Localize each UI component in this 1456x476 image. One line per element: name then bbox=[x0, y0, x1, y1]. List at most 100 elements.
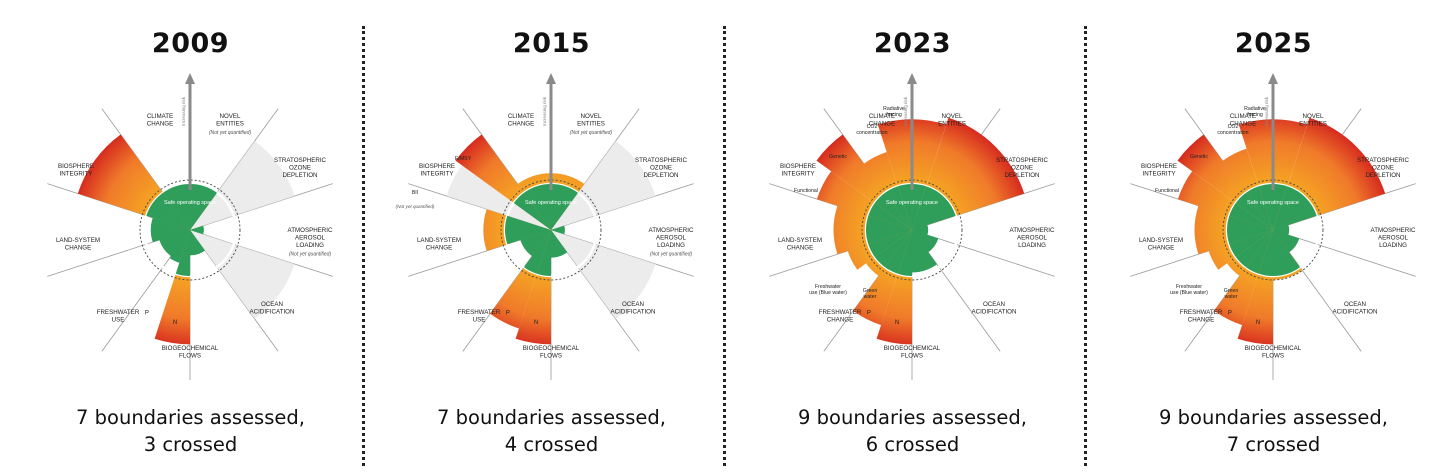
boundary-label: STRATOSPHERIC OZONE DEPLETION bbox=[1357, 157, 1410, 179]
boundary-diagram-2025: Safe operating space Increasing risk CLIMA… bbox=[1130, 73, 1416, 380]
safe-sector bbox=[868, 230, 912, 257]
blue-water-label: Freshwater use (Blue water) bbox=[809, 284, 847, 296]
panel-year: 2009 bbox=[151, 28, 230, 59]
safe-sector bbox=[897, 230, 912, 276]
boundary-label: BIOSPHERE INTEGRITY bbox=[1141, 163, 1177, 178]
not-quantified-label: (Not yet quantified) bbox=[289, 252, 332, 258]
functional-label: Functional bbox=[794, 188, 818, 194]
panel-2015: 2015 Safe operating space Increasing risk… bbox=[371, 0, 732, 476]
not-quantified-label: (Not yet quantified) bbox=[650, 252, 693, 258]
boundary-ring bbox=[500, 179, 602, 281]
safe-sector bbox=[146, 192, 190, 230]
safe-sector bbox=[866, 215, 912, 245]
safe-sector bbox=[524, 184, 551, 230]
panel-year: 2023 bbox=[873, 28, 952, 59]
increasing-risk-label: Increasing risk bbox=[1264, 96, 1269, 126]
boundary-label: ATMOSPHERIC AEROSOL LOADING bbox=[1371, 227, 1416, 249]
co2-concentration-label: CO2 concentration bbox=[856, 124, 887, 136]
caption-line-2: 4 crossed bbox=[504, 433, 599, 456]
boundary-label: BIOSPHERE INTEGRITY bbox=[58, 163, 94, 178]
boundary-label: FRESHWATER USE bbox=[97, 309, 140, 324]
caption-line-2: 3 crossed bbox=[143, 433, 238, 456]
nitrogen-label: N bbox=[173, 320, 177, 326]
caption-line-2: 7 crossed bbox=[1226, 433, 1321, 456]
safe-sector bbox=[874, 192, 912, 230]
safe-sector bbox=[175, 230, 190, 276]
co2-concentration-label: CO2 concentration bbox=[1217, 124, 1248, 136]
safe-sector bbox=[868, 203, 912, 230]
boundary-sector bbox=[190, 230, 295, 319]
boundary-diagram-2015: Safe operating space Increasing risk CLIMA… bbox=[396, 73, 694, 380]
sector-divider-line bbox=[550, 229, 640, 352]
safe-sector bbox=[912, 184, 927, 230]
boundary-label: STRATOSPHERIC OZONE DEPLETION bbox=[274, 157, 327, 179]
boundary-label: CLIMATE CHANGE bbox=[147, 113, 173, 128]
boundary-label: BIOGEOCHEMICAL FLOWS bbox=[884, 345, 941, 360]
boundary-diagram-2023: Safe operating space Increasing risk CLIMA… bbox=[769, 73, 1055, 380]
boundary-label: LAND-SYSTEM CHANGE bbox=[778, 237, 822, 252]
boundary-label: CLIMATE CHANGE bbox=[508, 113, 534, 128]
safe-operating-space-label: Safe operating space bbox=[1247, 200, 1299, 206]
safe-sector bbox=[150, 217, 190, 243]
caption-line-1: 9 boundaries assessed, bbox=[798, 406, 1027, 429]
safe-sector bbox=[520, 230, 551, 257]
boundary-label: OCEAN ACIDIFICATION bbox=[972, 301, 1017, 316]
safe-operating-space-label: Safe operating space bbox=[886, 200, 938, 206]
safe-sector bbox=[551, 184, 578, 230]
boundary-label: STRATOSPHERIC OZONE DEPLETION bbox=[996, 157, 1049, 179]
phosphorus-label: P bbox=[145, 311, 149, 317]
boundary-diagram-2009: Safe operating space Increasing risk CLIMA… bbox=[47, 73, 333, 380]
safe-sector bbox=[169, 230, 190, 263]
emsy-label: E/MSY bbox=[455, 156, 472, 162]
boundary-label: NOVEL ENTITIES bbox=[577, 113, 605, 128]
not-quantified-label: (Not yet quantified) bbox=[209, 130, 252, 136]
boundary-sector bbox=[446, 165, 551, 230]
safe-sector bbox=[912, 230, 937, 273]
boundary-label: NOVEL ENTITIES bbox=[938, 113, 966, 128]
risk-arrow-head-icon bbox=[907, 73, 917, 84]
safe-sector bbox=[190, 225, 204, 235]
caption-line-2: 6 crossed bbox=[865, 433, 960, 456]
boundary-label: STRATOSPHERIC OZONE DEPLETION bbox=[635, 157, 688, 179]
increasing-risk-label: Increasing risk bbox=[542, 96, 547, 126]
bii-not-quantified-label: (Not yet quantified) bbox=[396, 204, 435, 209]
boundary-label: NOVEL ENTITIES bbox=[1299, 113, 1327, 128]
safe-operating-space-label: Safe operating space bbox=[164, 200, 216, 206]
increasing-risk-label: Increasing risk bbox=[903, 96, 908, 126]
safe-sector bbox=[536, 230, 551, 276]
safe-sector bbox=[551, 230, 568, 258]
safe-sector bbox=[1246, 230, 1273, 274]
risk-arrow-head-icon bbox=[185, 73, 195, 84]
boundary-label: OCEAN ACIDIFICATION bbox=[1333, 301, 1378, 316]
safe-sector bbox=[505, 215, 551, 245]
safe-sector bbox=[912, 225, 929, 235]
safe-sector bbox=[1235, 192, 1273, 230]
safe-sector bbox=[912, 186, 956, 230]
nitrogen-label: N bbox=[895, 320, 899, 326]
safe-sector bbox=[874, 230, 912, 268]
panel-year: 2015 bbox=[512, 28, 591, 59]
safe-sector bbox=[885, 186, 912, 230]
boundary-sector bbox=[190, 141, 295, 230]
phosphorus-label: P bbox=[506, 311, 510, 317]
safe-sector bbox=[1273, 186, 1317, 230]
safe-sector bbox=[190, 230, 205, 256]
boundary-sector bbox=[551, 230, 656, 319]
boundary-label: OCEAN ACIDIFICATION bbox=[611, 301, 656, 316]
dotted-divider bbox=[362, 26, 365, 466]
safe-sector bbox=[1273, 230, 1300, 276]
caption-line-1: 9 boundaries assessed, bbox=[1159, 406, 1388, 429]
safe-sector bbox=[885, 230, 912, 274]
boundary-label: CLIMATE CHANGE bbox=[1230, 113, 1256, 128]
bii-label: BII bbox=[412, 190, 418, 196]
dotted-divider bbox=[723, 26, 726, 466]
safe-sector bbox=[1229, 203, 1273, 230]
boundary-label: ATMOSPHERIC AEROSOL LOADING bbox=[288, 227, 333, 249]
boundary-label: OCEAN ACIDIFICATION bbox=[250, 301, 295, 316]
boundary-label: ATMOSPHERIC AEROSOL LOADING bbox=[1010, 227, 1055, 249]
risk-arrow-head-icon bbox=[546, 73, 556, 84]
increasing-risk-label: Increasing risk bbox=[181, 96, 186, 126]
boundary-label: BIOSPHERE INTEGRITY bbox=[780, 163, 816, 178]
genetic-label: Genetic bbox=[829, 154, 847, 160]
caption-line-1: 7 boundaries assessed, bbox=[76, 406, 305, 429]
